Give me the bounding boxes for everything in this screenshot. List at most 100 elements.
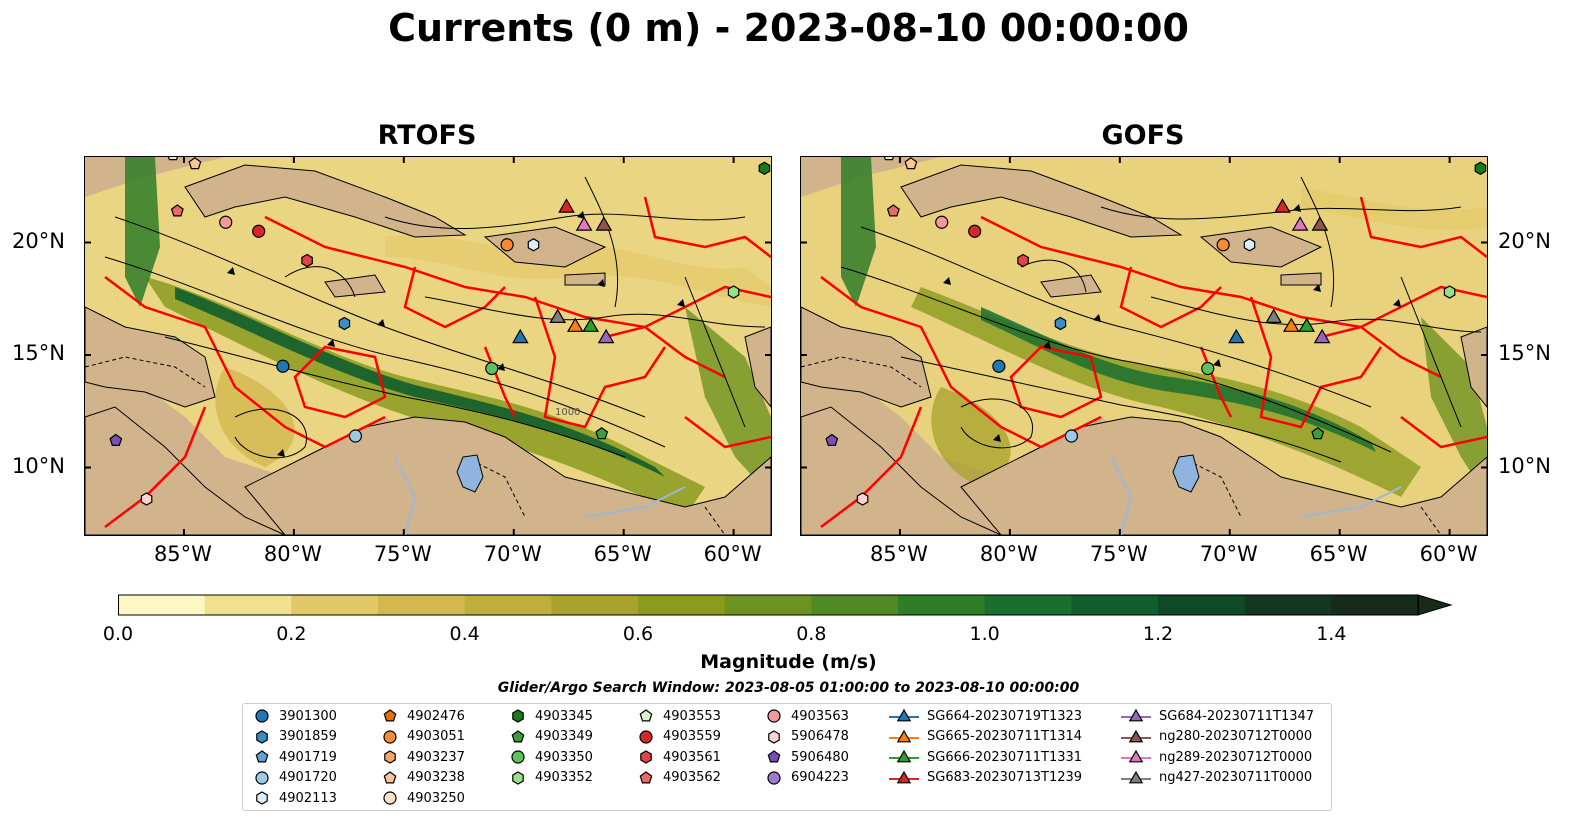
legend-item: SG684-20230711T1347 [1119,706,1314,726]
legend-label: 4903238 [407,770,465,785]
colorbar-tick-label: 1.2 [1142,623,1174,645]
lon-tick-label: 75°W [373,542,432,566]
glider-SG665-20230711T1314 [1282,317,1300,332]
argo-float-4903051 [1216,238,1230,252]
colorbar-bin [811,595,899,615]
argo-float-4903352 [727,285,740,299]
legend-label: 4903250 [407,790,465,806]
argo-float-3901859 [338,316,351,331]
colorbar-tick-label: 1.0 [969,623,1000,645]
argo-float-4903563 [219,215,233,229]
lat-tick-label: 15°N [12,341,65,365]
legend-item: SG683-20230713T1239 [887,768,1082,788]
legend-label: ng289-20230712T0000 [1159,749,1313,765]
legend-label: 4901720 [279,770,337,785]
argo-float-4903350 [1201,361,1215,376]
argo-float-4903563 [935,215,949,229]
legend-item: 3901300 [251,706,337,726]
land-masses [85,164,771,535]
argo-float-5906480 [825,433,839,446]
colorbar-bin [118,595,206,615]
legend-item: ng427-20230711T0000 [1119,768,1312,788]
legend-marker-icon [889,708,919,722]
lon-tick-label: 70°W [1199,542,1258,566]
colorbar-tick-label: 0.4 [449,623,480,645]
legend-label: SG684-20230711T1347 [1159,708,1315,724]
argo-float-4903559 [252,224,266,238]
legend-item: 4903051 [379,727,465,747]
colorbar-bin [464,595,552,615]
observation-markers [109,157,771,506]
legend-marker-icon [383,709,397,722]
legend-item: 5906478 [763,727,849,747]
observation-markers [825,157,1487,506]
legend-item: 4903553 [635,706,721,726]
legend-marker-icon [255,770,269,785]
legend-item: 4901719 [251,747,337,767]
rivers [394,456,686,535]
argo-float-4903350 [485,361,499,376]
legend-marker-icon [640,750,652,764]
lon-tick-label: 85°W [869,542,928,566]
lon-tick-label: 80°W [263,542,322,566]
map-panel-gofs[interactable] [800,156,1488,536]
legend-label: 4903237 [407,749,465,765]
colorbar-bin [1158,595,1246,615]
glider-ng280-20230712T0000 [1311,216,1329,231]
legend-item: ng280-20230712T0000 [1119,727,1312,747]
legend-marker-icon [255,709,269,723]
argo-float-3901300 [276,359,290,373]
map-panel-rtofs[interactable]: 1000 [84,156,772,536]
ocean-field [801,157,1487,535]
legend-marker-icon [639,770,653,783]
legend-item: 4903349 [507,727,593,747]
argo-float-4903561 [1017,253,1029,268]
legend-marker-icon [889,749,919,763]
panel-title-gofs: GOFS [1101,120,1185,151]
legend-label: 4903563 [791,708,849,724]
glider-SG666-20230711T1331 [1298,317,1316,332]
panel-title-rtofs: RTOFS [377,120,477,151]
legend-label: 4903562 [663,770,721,785]
argo-float-4903561 [301,253,313,268]
colorbar-tick-label: 1.4 [1316,623,1347,645]
legend-label: 4903553 [663,708,721,724]
legend-marker-icon [1121,749,1151,763]
glider-SG666-20230711T1331 [582,317,600,332]
argo-float-4903345 [1474,161,1487,175]
search-window-note: Glider/Argo Search Window: 2023-08-05 01… [497,680,1080,696]
argo-float-4903553 [167,157,178,161]
legend-marker-icon [767,750,781,763]
legend-label: 4903051 [407,729,465,744]
colorbar-extend-arrow [1417,594,1453,616]
lake [1172,454,1200,493]
legend-item: SG666-20230711T1331 [887,747,1082,767]
colorbar-bin [1244,595,1332,615]
legend-item: SG665-20230711T1314 [887,727,1082,747]
legend-item: 4903350 [507,747,593,767]
glider-ng289-20230712T0000 [1291,216,1309,231]
legend-label: 6904223 [791,770,849,785]
legend-label: 4903350 [535,749,593,765]
figure-title: Currents (0 m) - 2023-08-10 00:00:00 [388,6,1189,50]
colorbar-tick-label: 0.2 [276,623,307,645]
legend-item: 4903563 [763,706,849,726]
glider-ng427-20230711T0000 [549,308,567,323]
lat-tick-label: 10°N [1498,453,1551,478]
colorbar-bin [378,595,466,615]
legend-item: 6904223 [763,768,849,788]
legend-marker-icon [383,770,397,783]
legend-item: SG664-20230719T1323 [887,706,1082,726]
lat-tick-label: 15°N [1498,341,1551,365]
legend-marker-icon [889,770,919,783]
colorbar-bin [204,595,292,615]
colorbar [118,594,1453,616]
legend-item: 5906480 [763,747,849,767]
lat-tick-label: 20°N [12,228,65,253]
colorbar-tick-label: 0.8 [796,623,827,645]
gofs-map-graphic [801,157,1487,535]
legend-label: 4903349 [535,729,593,744]
rivers [1110,456,1402,535]
legend-label: 5906478 [791,729,849,744]
legend-marker-icon [767,770,781,785]
